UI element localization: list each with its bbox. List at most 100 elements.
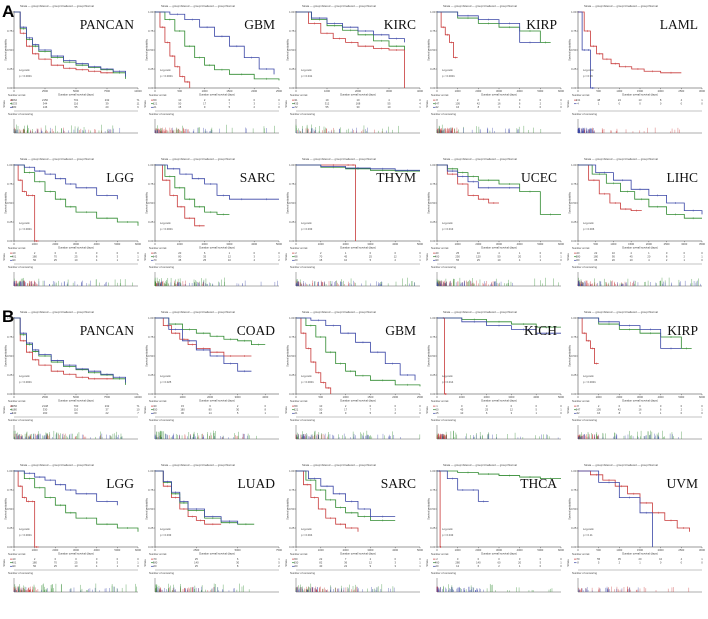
y-tick-label: 0.50 xyxy=(430,507,436,511)
x-tick-label: 4000 xyxy=(517,89,523,93)
x-tick-label: 2000 xyxy=(616,395,622,399)
y-tick-label: 0.75 xyxy=(571,488,577,492)
x-tick-label: 4000 xyxy=(262,395,268,399)
risk-cell: 0 xyxy=(486,404,488,408)
risk-cell: 0 xyxy=(253,251,255,255)
risk-cell: 0 xyxy=(457,557,459,561)
risk-cell: 6 xyxy=(204,251,206,255)
x-tick-label: 0 xyxy=(154,395,156,399)
risk-cell: 20 xyxy=(518,255,521,259)
risk-cell: 3 xyxy=(394,408,396,412)
risk-cell: 10 xyxy=(357,98,360,102)
y-tick-label: 0.50 xyxy=(7,201,13,205)
risk-table-title: Number at risk xyxy=(290,552,308,556)
risk-cell: 15 xyxy=(319,258,322,262)
risk-cell: 1180 xyxy=(11,408,17,412)
x-tick-label: 3000 xyxy=(681,242,687,246)
risk-cell: 0 xyxy=(253,98,255,102)
risk-cell: 70 xyxy=(154,557,157,561)
risk-cell: 146 xyxy=(43,105,48,109)
risk-cell: 90 xyxy=(13,564,16,568)
risk-cell: 1 xyxy=(560,408,562,412)
y-tick-label: 0.75 xyxy=(148,488,154,492)
logrank-label: Log-rank xyxy=(442,68,453,72)
y-tick-label: 1.00 xyxy=(148,316,154,320)
censoring-title: Number of censoring xyxy=(572,265,597,269)
p-value: p < 0.0001 xyxy=(583,380,596,384)
risk-cell: 71 xyxy=(137,404,140,408)
y-tick-label: 0.00 xyxy=(7,239,13,243)
risk-cell: 0 xyxy=(681,411,683,415)
censoring-title: Number of censoring xyxy=(290,571,315,575)
p-value: p = 0.033 xyxy=(160,533,172,537)
logrank-label: Log-rank xyxy=(160,68,171,72)
risk-cell: 0 xyxy=(701,258,703,262)
x-tick-label: 0 xyxy=(13,395,15,399)
risk-strata-label: Strata xyxy=(143,559,147,567)
x-axis-label: Duration overall survival (days) xyxy=(340,246,376,250)
censoring-title: Number of censoring xyxy=(149,571,174,575)
risk-cell: 0 xyxy=(96,251,98,255)
x-tick-label: 1000 xyxy=(32,548,38,552)
risk-cell: 3 xyxy=(511,411,513,415)
risk-cell: 25 xyxy=(195,557,198,561)
x-axis-label: Duration overall survival (days) xyxy=(622,93,658,97)
risk-cell: 72 xyxy=(295,105,298,109)
risk-cell: 10 xyxy=(344,258,347,262)
risk-cell: 2 xyxy=(204,98,206,102)
x-tick-label: 4000 xyxy=(94,242,100,246)
risk-cell: 10 xyxy=(75,564,78,568)
risk-cell: 1 xyxy=(560,561,562,565)
risk-cell: 8 xyxy=(577,404,579,408)
risk-cell: 20 xyxy=(106,105,109,109)
x-tick-label: 4000 xyxy=(392,242,398,246)
x-tick-label: 5000 xyxy=(558,395,564,399)
km-curve-normal xyxy=(296,11,405,43)
risk-cell: 0 xyxy=(75,251,77,255)
risk-cell: 2 xyxy=(681,408,683,412)
risk-strata-label: Strata xyxy=(284,253,288,261)
x-axis-label: Duration overall survival (days) xyxy=(58,552,94,556)
risk-cell: 5 xyxy=(540,561,542,565)
risk-cell: 59 xyxy=(154,98,157,102)
risk-strata-label: Strata xyxy=(566,253,570,261)
km-curve-normal xyxy=(296,317,416,381)
y-tick-label: 0.00 xyxy=(148,239,154,243)
risk-cell: 45 xyxy=(178,258,181,262)
risk-cell: 1 xyxy=(137,561,139,565)
risk-cell: 8 xyxy=(436,98,438,102)
logrank-label: Log-rank xyxy=(583,221,594,225)
risk-cell: 98 xyxy=(295,255,298,259)
x-tick-label: 3000 xyxy=(235,395,241,399)
y-tick-label: 0.75 xyxy=(430,335,436,339)
risk-cell: 32 xyxy=(436,105,439,109)
x-tick-label: 0 xyxy=(295,548,297,552)
censoring-title: Number of censoring xyxy=(149,418,174,422)
risk-cell: 1 xyxy=(419,408,421,412)
risk-cell: 1 xyxy=(345,251,347,255)
y-tick-label: 0.50 xyxy=(148,48,154,52)
risk-cell: 0 xyxy=(660,561,662,565)
panel-title: GBM xyxy=(385,323,416,338)
risk-strata-label: Strata xyxy=(425,406,429,414)
x-tick-label: 4000 xyxy=(251,242,257,246)
risk-cell: 0 xyxy=(419,557,421,561)
x-tick-label: 1000 xyxy=(202,89,208,93)
logrank-label: Log-rank xyxy=(583,527,594,531)
x-tick-label: 1000 xyxy=(324,89,330,93)
risk-cell: 20 xyxy=(647,255,650,259)
p-value: p = 0.014 xyxy=(442,380,454,384)
logrank-label: Log-rank xyxy=(583,374,594,378)
x-tick-label: 1000 xyxy=(343,395,349,399)
risk-cell: 5 xyxy=(370,411,372,415)
km-panel-b-kich: Strata — group=Altered — group=Unaltered… xyxy=(425,310,564,440)
x-tick-label: 2000 xyxy=(52,548,58,552)
x-tick-label: 7500 xyxy=(276,548,282,552)
y-axis-label: Survival probability xyxy=(4,344,8,366)
risk-cell: 2 xyxy=(394,411,396,415)
logrank-label: Log-rank xyxy=(19,374,30,378)
censoring-title: Number of censoring xyxy=(149,112,174,116)
x-tick-label: 4000 xyxy=(658,395,664,399)
risk-table-title: Number at risk xyxy=(431,93,449,97)
risk-cell: 80 xyxy=(178,255,181,259)
